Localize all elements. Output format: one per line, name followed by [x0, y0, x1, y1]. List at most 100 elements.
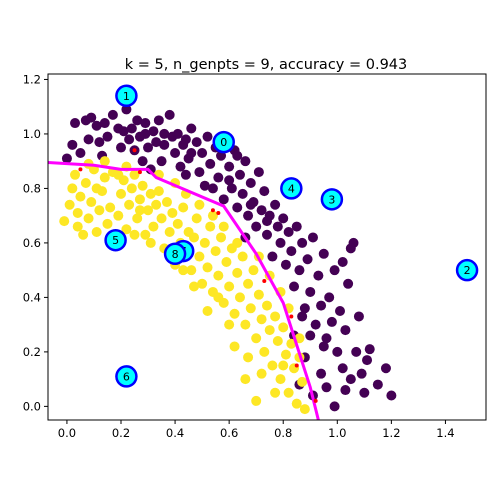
center-8: 8 [163, 242, 187, 266]
data-point-class-1 [129, 169, 140, 180]
data-point-class-0 [326, 316, 337, 327]
y-tick-label: 0.4 [23, 290, 41, 304]
misclassified-marker [78, 167, 83, 172]
data-point-class-0 [345, 374, 356, 385]
data-point-class-0 [286, 246, 297, 257]
data-point-class-0 [359, 387, 370, 398]
data-point-class-1 [113, 169, 124, 180]
center-marker [455, 258, 479, 282]
data-point-class-1 [140, 229, 151, 240]
data-point-class-0 [207, 183, 218, 194]
data-point-class-1 [105, 202, 116, 213]
data-point-class-0 [205, 158, 216, 169]
decision-boundary-layer [48, 161, 320, 420]
data-point-class-0 [351, 346, 362, 357]
data-point-class-1 [278, 322, 289, 333]
data-point-class-0 [145, 164, 156, 175]
data-point-class-0 [107, 109, 118, 120]
data-point-class-0 [232, 202, 243, 213]
data-point-class-1 [286, 338, 297, 349]
data-point-class-0 [297, 237, 308, 248]
data-point-class-1 [99, 172, 110, 183]
data-point-class-0 [324, 292, 335, 303]
data-point-class-0 [278, 213, 289, 224]
data-point-class-0 [99, 118, 110, 129]
data-point-class-1 [99, 156, 110, 167]
data-point-class-0 [67, 139, 78, 150]
data-point-class-1 [186, 265, 197, 276]
decision-boundary-line [48, 161, 320, 420]
data-point-class-0 [335, 306, 345, 317]
data-point-class-0 [118, 126, 129, 137]
data-point-class-1 [151, 199, 162, 210]
data-point-class-0 [94, 137, 105, 148]
center-2: 2 [455, 258, 479, 282]
data-point-class-1 [243, 352, 254, 363]
data-point-class-1 [197, 278, 208, 289]
data-point-class-0 [345, 243, 356, 254]
data-point-class-0 [316, 368, 327, 379]
x-axis: 0.0 0.2 0.4 0.6 0.8 1.0 1.2 1.4 [58, 420, 455, 440]
chart-title: k = 5, n_genpts = 9, accuracy = 0.943 [125, 57, 408, 73]
data-point-class-0 [237, 188, 248, 199]
x-tick-label: 0.4 [166, 426, 184, 440]
data-point-class-1 [145, 237, 156, 248]
data-point-class-1 [94, 205, 105, 216]
data-point-class-1 [267, 360, 278, 371]
data-point-class-1 [72, 207, 83, 218]
data-point-class-1 [202, 306, 213, 317]
data-point-class-1 [75, 191, 86, 202]
center-label: 1 [123, 90, 130, 103]
data-point-class-0 [83, 134, 94, 145]
data-point-class-0 [259, 186, 270, 197]
data-point-class-0 [197, 148, 208, 159]
data-point-class-0 [256, 205, 267, 216]
x-tick-label: 1.2 [382, 426, 400, 440]
data-point-class-0 [262, 216, 272, 227]
data-point-class-1 [253, 289, 264, 300]
y-tick-label: 0.2 [23, 345, 41, 359]
data-point-class-1 [299, 404, 310, 415]
data-point-class-0 [321, 382, 332, 393]
data-point-class-1 [156, 213, 167, 224]
data-point-class-1 [283, 387, 294, 398]
data-point-class-0 [267, 251, 278, 262]
data-point-class-1 [124, 199, 135, 210]
data-point-class-1 [234, 292, 245, 303]
data-point-class-0 [159, 139, 170, 150]
center-0: 0 [212, 130, 235, 154]
data-point-class-0 [124, 134, 135, 145]
data-point-class-1 [251, 395, 262, 406]
data-point-class-1 [256, 314, 267, 325]
center-marker [163, 242, 187, 266]
data-point-class-1 [178, 265, 189, 276]
data-point-class-1 [91, 183, 102, 194]
data-point-class-1 [102, 218, 113, 229]
data-point-class-1 [224, 281, 235, 292]
data-point-class-0 [159, 128, 170, 139]
data-point-class-0 [356, 368, 367, 379]
data-point-class-1 [259, 346, 270, 357]
misclassified-marker [216, 210, 221, 215]
center-label: 2 [464, 264, 471, 277]
data-point-class-0 [232, 150, 243, 161]
data-point-class-0 [318, 248, 329, 259]
data-point-class-0 [307, 232, 318, 243]
x-tick-label: 0.6 [220, 426, 238, 440]
center-marker [280, 177, 303, 200]
data-point-class-1 [272, 335, 283, 346]
data-point-class-0 [318, 341, 329, 352]
data-point-class-1 [207, 210, 218, 221]
data-point-class-0 [202, 131, 213, 142]
data-point-class-0 [199, 180, 210, 191]
data-point-class-0 [329, 265, 340, 276]
data-point-class-1 [213, 270, 224, 281]
data-point-class-1 [164, 227, 175, 238]
data-point-class-1 [137, 180, 148, 191]
center-label: 6 [123, 370, 130, 383]
data-point-class-1 [189, 281, 199, 292]
data-point-class-1 [218, 221, 229, 232]
data-point-class-0 [343, 278, 354, 289]
data-point-class-0 [329, 401, 340, 412]
center-label: 5 [112, 234, 119, 247]
